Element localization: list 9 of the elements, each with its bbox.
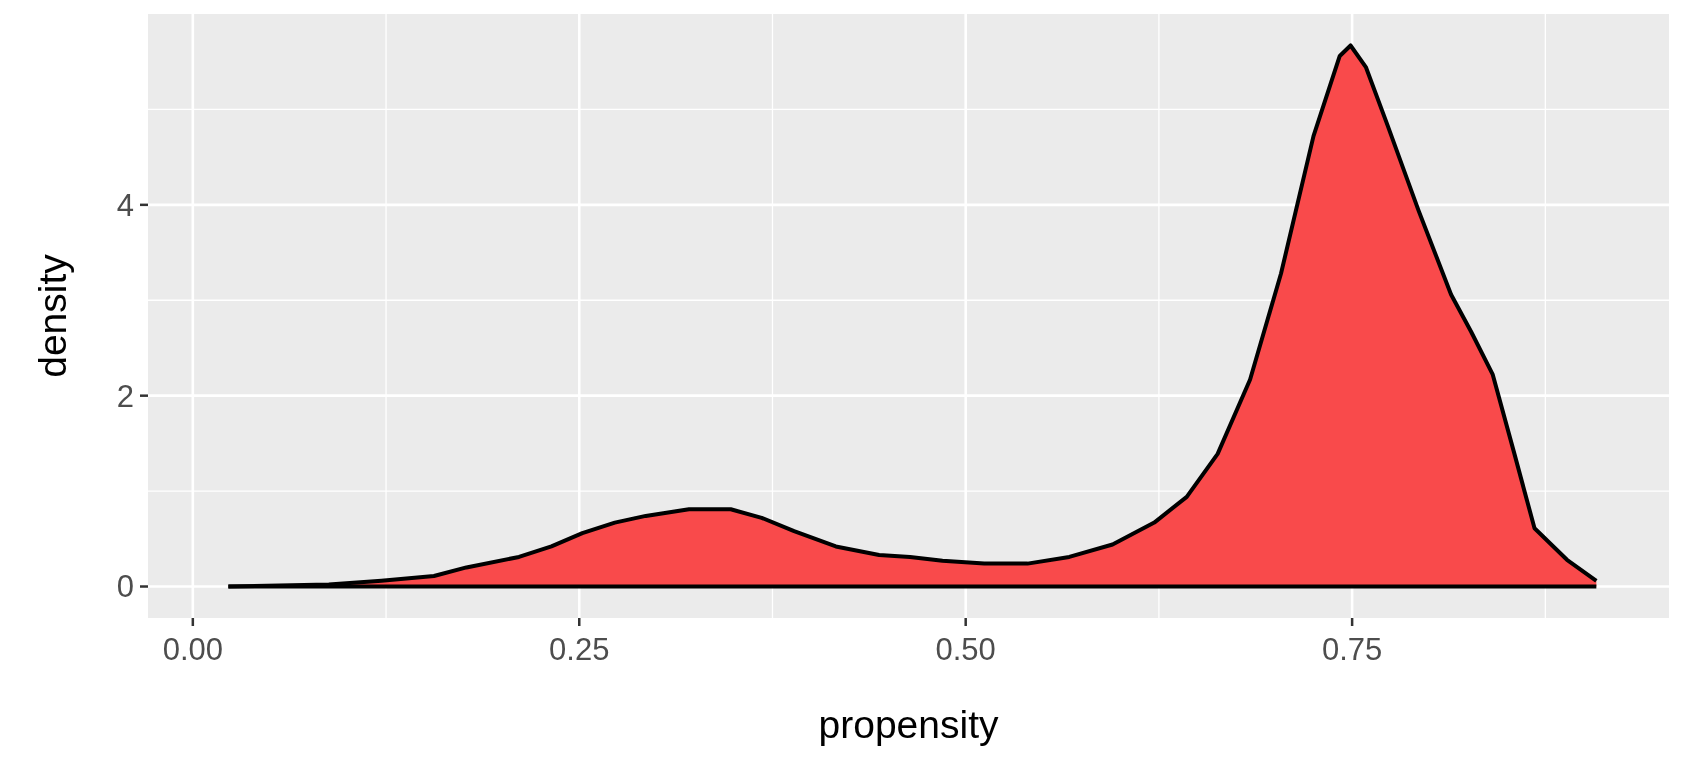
y-tick-label: 4 <box>116 187 134 223</box>
x-tick-label: 0.75 <box>1321 632 1383 667</box>
x-tick-label: 0.25 <box>549 632 610 667</box>
x-axis-title: propensity <box>818 703 999 746</box>
x-tick-label: 0.50 <box>935 632 996 667</box>
y-tick-label: 0 <box>116 569 134 605</box>
x-tick-label: 0.00 <box>162 632 223 667</box>
y-axis-title: density <box>31 253 74 378</box>
y-tick-label: 2 <box>116 378 134 414</box>
